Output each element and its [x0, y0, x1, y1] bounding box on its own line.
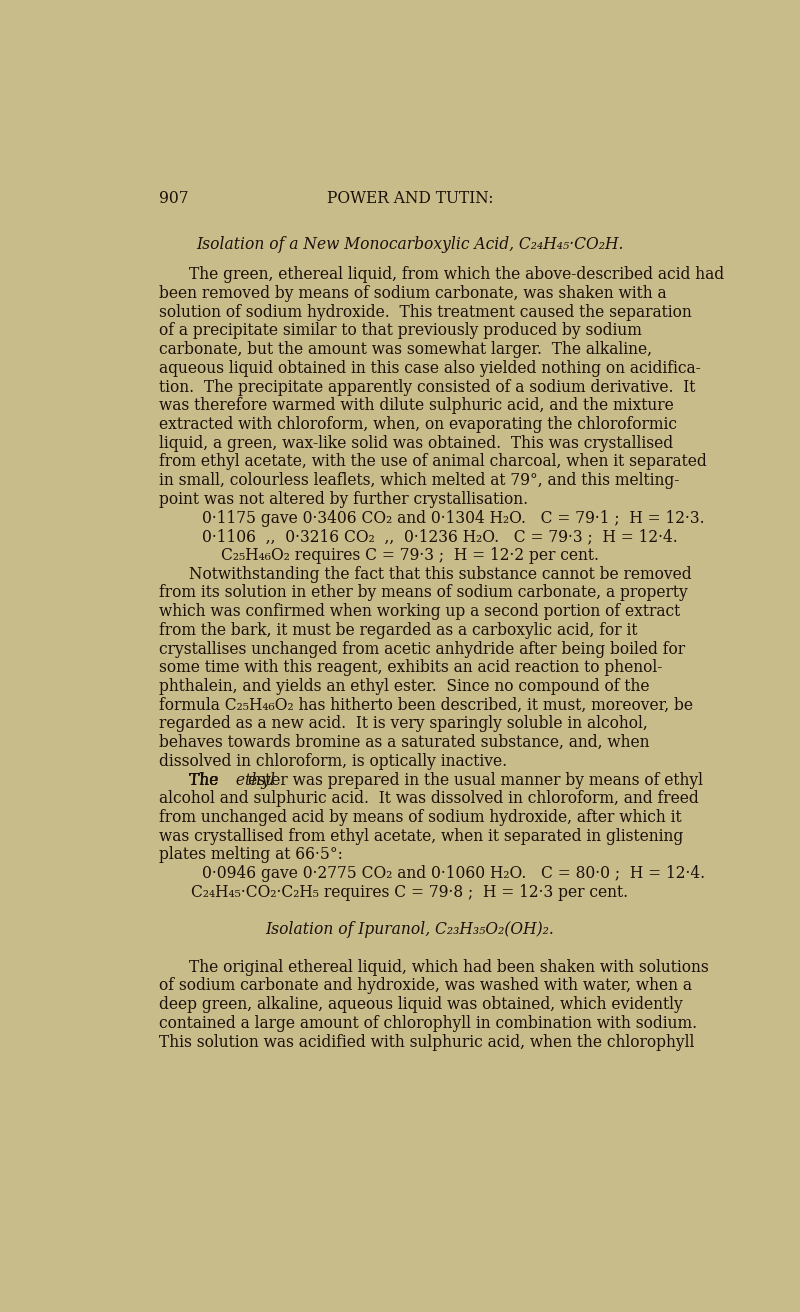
- Text: C₂₄H₄₅·CO₂·C₂H₅ requires C = 79·8 ;  H = 12·3 per cent.: C₂₄H₄₅·CO₂·C₂H₅ requires C = 79·8 ; H = …: [191, 884, 629, 901]
- Text: The original ethereal liquid, which had been shaken with solutions: The original ethereal liquid, which had …: [190, 959, 709, 976]
- Text: The     ethyl: The ethyl: [190, 771, 275, 789]
- Text: plates melting at 66·5°:: plates melting at 66·5°:: [159, 846, 343, 863]
- Text: dissolved in chloroform, is optically inactive.: dissolved in chloroform, is optically in…: [159, 753, 507, 770]
- Text: from ethyl acetate, with the use of animal charcoal, when it separated: from ethyl acetate, with the use of anim…: [159, 454, 707, 471]
- Text: carbonate, but the amount was somewhat larger.  The alkaline,: carbonate, but the amount was somewhat l…: [159, 341, 652, 358]
- Text: The: The: [190, 771, 223, 789]
- Text: POWER AND TUTIN:: POWER AND TUTIN:: [326, 189, 494, 206]
- Text: been removed by means of sodium carbonate, was shaken with a: been removed by means of sodium carbonat…: [159, 285, 667, 302]
- Text: of sodium carbonate and hydroxide, was washed with water, when a: of sodium carbonate and hydroxide, was w…: [159, 977, 692, 994]
- Text: tion.  The precipitate apparently consisted of a sodium derivative.  It: tion. The precipitate apparently consist…: [159, 379, 695, 395]
- Text: 0·0946 gave 0·2775 CO₂ and 0·1060 H₂O.   C = 80·0 ;  H = 12·4.: 0·0946 gave 0·2775 CO₂ and 0·1060 H₂O. C…: [202, 865, 706, 882]
- Text: which was confirmed when working up a second portion of extract: which was confirmed when working up a se…: [159, 604, 681, 621]
- Text: from the bark, it must be regarded as a carboxylic acid, for it: from the bark, it must be regarded as a …: [159, 622, 638, 639]
- Text: 0·1106  ,,  0·3216 CO₂  ,,  0·1236 H₂O.   C = 79·3 ;  H = 12·4.: 0·1106 ,, 0·3216 CO₂ ,, 0·1236 H₂O. C = …: [202, 529, 678, 546]
- Text: Isolation of Ipuranol, C₂₃H₃₅O₂(OH)₂.: Isolation of Ipuranol, C₂₃H₃₅O₂(OH)₂.: [266, 921, 554, 938]
- Text: from its solution in ether by means of sodium carbonate, a property: from its solution in ether by means of s…: [159, 584, 688, 601]
- Text: was crystallised from ethyl acetate, when it separated in glistening: was crystallised from ethyl acetate, whe…: [159, 828, 683, 845]
- Text: from unchanged acid by means of sodium hydroxide, after which it: from unchanged acid by means of sodium h…: [159, 810, 682, 827]
- Text: Isolation of a New Monocarboxylic Acid, C₂₄H₄₅·CO₂H.: Isolation of a New Monocarboxylic Acid, …: [196, 236, 624, 253]
- Text: aqueous liquid obtained in this case also yielded nothing on acidifica-: aqueous liquid obtained in this case als…: [159, 359, 701, 377]
- Text: liquid, a green, wax-like solid was obtained.  This was crystallised: liquid, a green, wax-like solid was obta…: [159, 434, 674, 451]
- Text: C₂₅H₄₆O₂ requires C = 79·3 ;  H = 12·2 per cent.: C₂₅H₄₆O₂ requires C = 79·3 ; H = 12·2 pe…: [221, 547, 599, 564]
- Text: some time with this reagent, exhibits an acid reaction to phenol-: some time with this reagent, exhibits an…: [159, 659, 662, 676]
- Text: 907: 907: [159, 189, 189, 206]
- Text: phthalein, and yields an ethyl ester.  Since no compound of the: phthalein, and yields an ethyl ester. Si…: [159, 678, 650, 695]
- Text: of a precipitate similar to that previously produced by sodium: of a precipitate similar to that previou…: [159, 323, 642, 340]
- Text: crystallises unchanged from acetic anhydride after being boiled for: crystallises unchanged from acetic anhyd…: [159, 640, 686, 657]
- Text: This solution was acidified with sulphuric acid, when the chlorophyll: This solution was acidified with sulphur…: [159, 1034, 694, 1051]
- Text: alcohol and sulphuric acid.  It was dissolved in chloroform, and freed: alcohol and sulphuric acid. It was disso…: [159, 790, 699, 807]
- Text: was therefore warmed with dilute sulphuric acid, and the mixture: was therefore warmed with dilute sulphur…: [159, 398, 674, 415]
- Text: deep green, alkaline, aqueous liquid was obtained, which evidently: deep green, alkaline, aqueous liquid was…: [159, 996, 683, 1013]
- Text: 0·1175 gave 0·3406 CO₂ and 0·1304 H₂O.   C = 79·1 ;  H = 12·3.: 0·1175 gave 0·3406 CO₂ and 0·1304 H₂O. C…: [202, 509, 705, 526]
- Text: point was not altered by further crystallisation.: point was not altered by further crystal…: [159, 491, 528, 508]
- Text: behaves towards bromine as a saturated substance, and, when: behaves towards bromine as a saturated s…: [159, 735, 650, 752]
- Text: The         ester was prepared in the usual manner by means of ethyl: The ester was prepared in the usual mann…: [190, 771, 703, 789]
- Text: formula C₂₅H₄₆O₂ has hitherto been described, it must, moreover, be: formula C₂₅H₄₆O₂ has hitherto been descr…: [159, 697, 694, 714]
- Text: in small, colourless leaflets, which melted at 79°, and this melting-: in small, colourless leaflets, which mel…: [159, 472, 679, 489]
- Text: solution of sodium hydroxide.  This treatment caused the separation: solution of sodium hydroxide. This treat…: [159, 303, 692, 320]
- Text: contained a large amount of chlorophyll in combination with sodium.: contained a large amount of chlorophyll …: [159, 1015, 698, 1031]
- Text: regarded as a new acid.  It is very sparingly soluble in alcohol,: regarded as a new acid. It is very spari…: [159, 715, 648, 732]
- Text: extracted with chloroform, when, on evaporating the chloroformic: extracted with chloroform, when, on evap…: [159, 416, 678, 433]
- Text: Notwithstanding the fact that this substance cannot be removed: Notwithstanding the fact that this subst…: [190, 565, 692, 583]
- Text: The green, ethereal liquid, from which the above-described acid had: The green, ethereal liquid, from which t…: [190, 266, 725, 283]
